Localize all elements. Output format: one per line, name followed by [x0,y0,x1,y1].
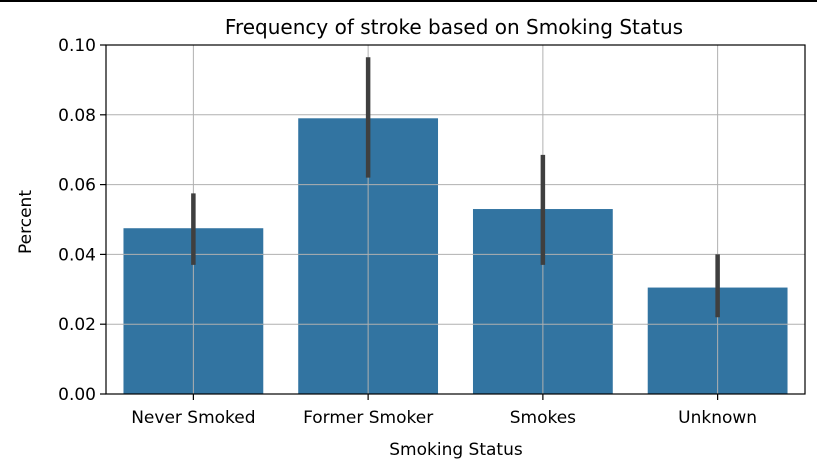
plot-frame [105,44,806,395]
x-axis-title: Smoking Status [389,440,523,460]
y-tick-label: 0.08 [58,106,96,126]
x-tick-label: Former Smoker [303,408,433,428]
bars [123,118,788,394]
chart-title: Frequency of stroke based on Smoking Sta… [225,15,683,39]
x-tick-label: Unknown [678,408,757,428]
x-axis-ticks: Never Smoked Former Smoker Smokes Unknown [131,394,757,428]
x-tick-label: Never Smoked [131,408,255,428]
y-tick-label: 0.02 [58,315,96,335]
top-border-line [0,0,817,2]
y-tick-label: 0.00 [58,385,96,405]
error-bars [191,57,720,318]
y-tick-label: 0.04 [58,245,96,265]
x-tick-label: Smokes [510,408,576,428]
y-tick-label: 0.06 [58,176,96,196]
y-axis-ticks: 0.00 0.02 0.04 0.06 0.08 0.10 [58,36,106,405]
y-axis-title: Percent [16,190,36,254]
y-tick-label: 0.10 [58,36,96,56]
